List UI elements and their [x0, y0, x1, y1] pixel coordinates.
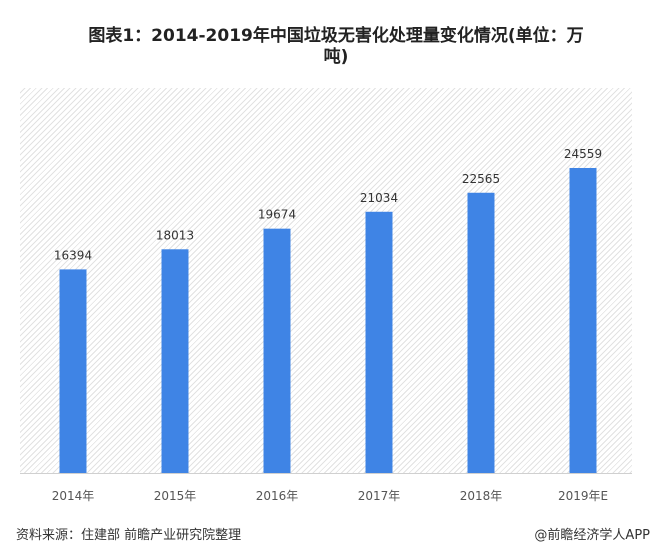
source-note: 资料来源：住建部 前瞻产业研究院整理	[16, 528, 242, 543]
bar	[365, 211, 393, 473]
x-tick-label: 2014年	[52, 489, 95, 503]
x-tick-label: 2015年	[154, 489, 197, 503]
data-label: 16394	[54, 248, 92, 262]
credit-note: @前瞻经济学人APP	[534, 528, 650, 543]
bar	[467, 192, 495, 473]
data-label: 22565	[462, 172, 500, 186]
x-tick-label: 2016年	[256, 489, 299, 503]
data-label: 19674	[258, 208, 296, 222]
x-tick-label: 2019年E	[558, 489, 608, 503]
data-label: 18013	[156, 228, 194, 242]
plot-area	[20, 88, 632, 473]
bar	[263, 228, 291, 473]
data-label: 24559	[564, 147, 602, 161]
bar	[161, 249, 189, 473]
chart-title: 图表1：2014-2019年中国垃圾无害化处理量变化情况(单位：万 吨)	[0, 26, 672, 68]
x-axis-line	[20, 473, 632, 474]
bar	[569, 167, 597, 474]
x-tick-label: 2018年	[460, 489, 503, 503]
chart-title-line1: 图表1：2014-2019年中国垃圾无害化处理量变化情况(单位：万	[88, 26, 584, 46]
chart-title-line2: 吨)	[323, 47, 349, 67]
data-label: 21034	[360, 191, 398, 205]
x-tick-label: 2017年	[358, 489, 401, 503]
bar	[59, 269, 87, 473]
